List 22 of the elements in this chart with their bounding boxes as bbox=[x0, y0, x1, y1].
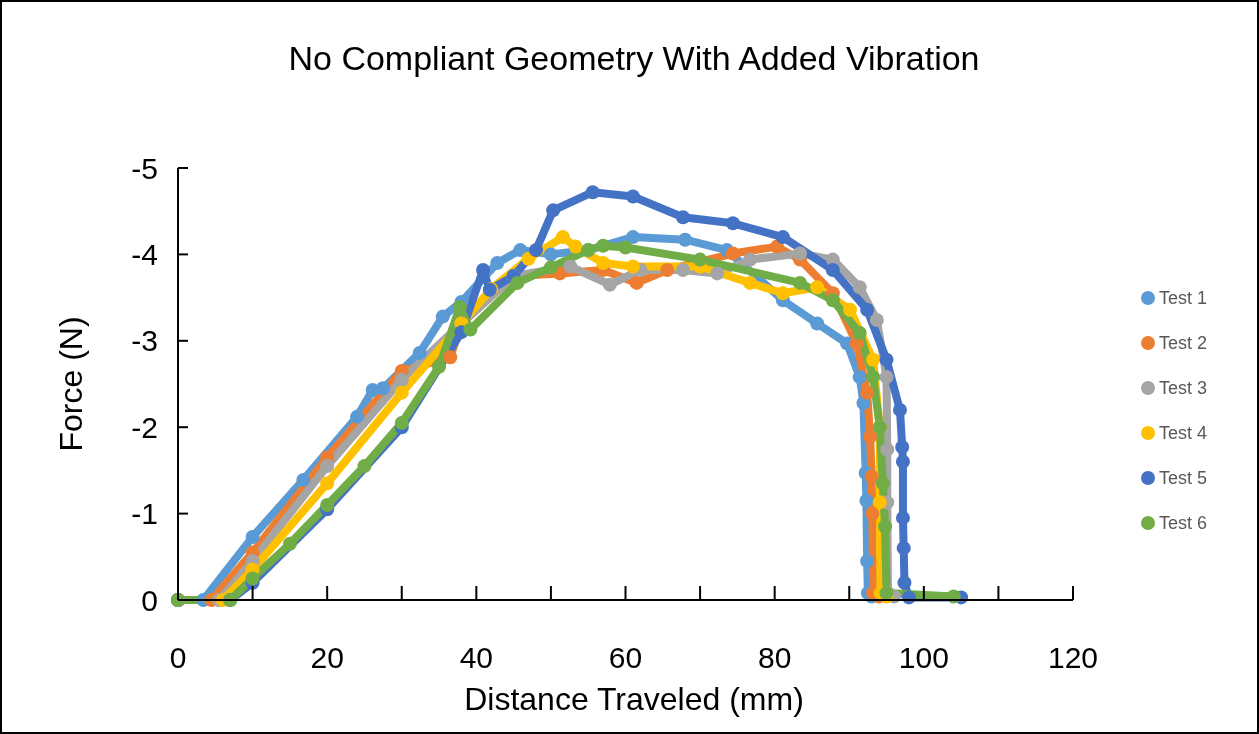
y-tick-label: -1 bbox=[131, 497, 158, 531]
legend-label: Test 6 bbox=[1159, 513, 1208, 534]
y-tick-label: -2 bbox=[131, 410, 158, 444]
y-tick-label: 0 bbox=[141, 583, 158, 617]
x-tick-label: 0 bbox=[169, 641, 187, 674]
y-tick-label: -4 bbox=[131, 237, 158, 271]
x-tick-label: 80 bbox=[757, 641, 792, 674]
x-tick-label: 100 bbox=[898, 641, 949, 674]
legend-label: Test 4 bbox=[1159, 423, 1208, 444]
legend-label: Test 5 bbox=[1159, 468, 1208, 489]
x-axis-title: Distance Traveled (mm) bbox=[464, 681, 804, 717]
legend-label: Test 3 bbox=[1159, 378, 1208, 399]
chart-title: No Compliant Geometry With Added Vibration bbox=[288, 39, 980, 77]
x-tick-label: 60 bbox=[608, 641, 643, 674]
x-tick-label: 20 bbox=[310, 641, 344, 674]
y-tick-label: -5 bbox=[131, 151, 158, 185]
x-tick-label: 120 bbox=[1047, 641, 1099, 674]
y-axis-title: Force (N) bbox=[53, 316, 89, 452]
legend-label: Test 1 bbox=[1159, 288, 1208, 309]
legend-label: Test 2 bbox=[1159, 333, 1208, 354]
y-tick-label: -3 bbox=[131, 324, 158, 358]
x-tick-label: 40 bbox=[459, 641, 494, 674]
